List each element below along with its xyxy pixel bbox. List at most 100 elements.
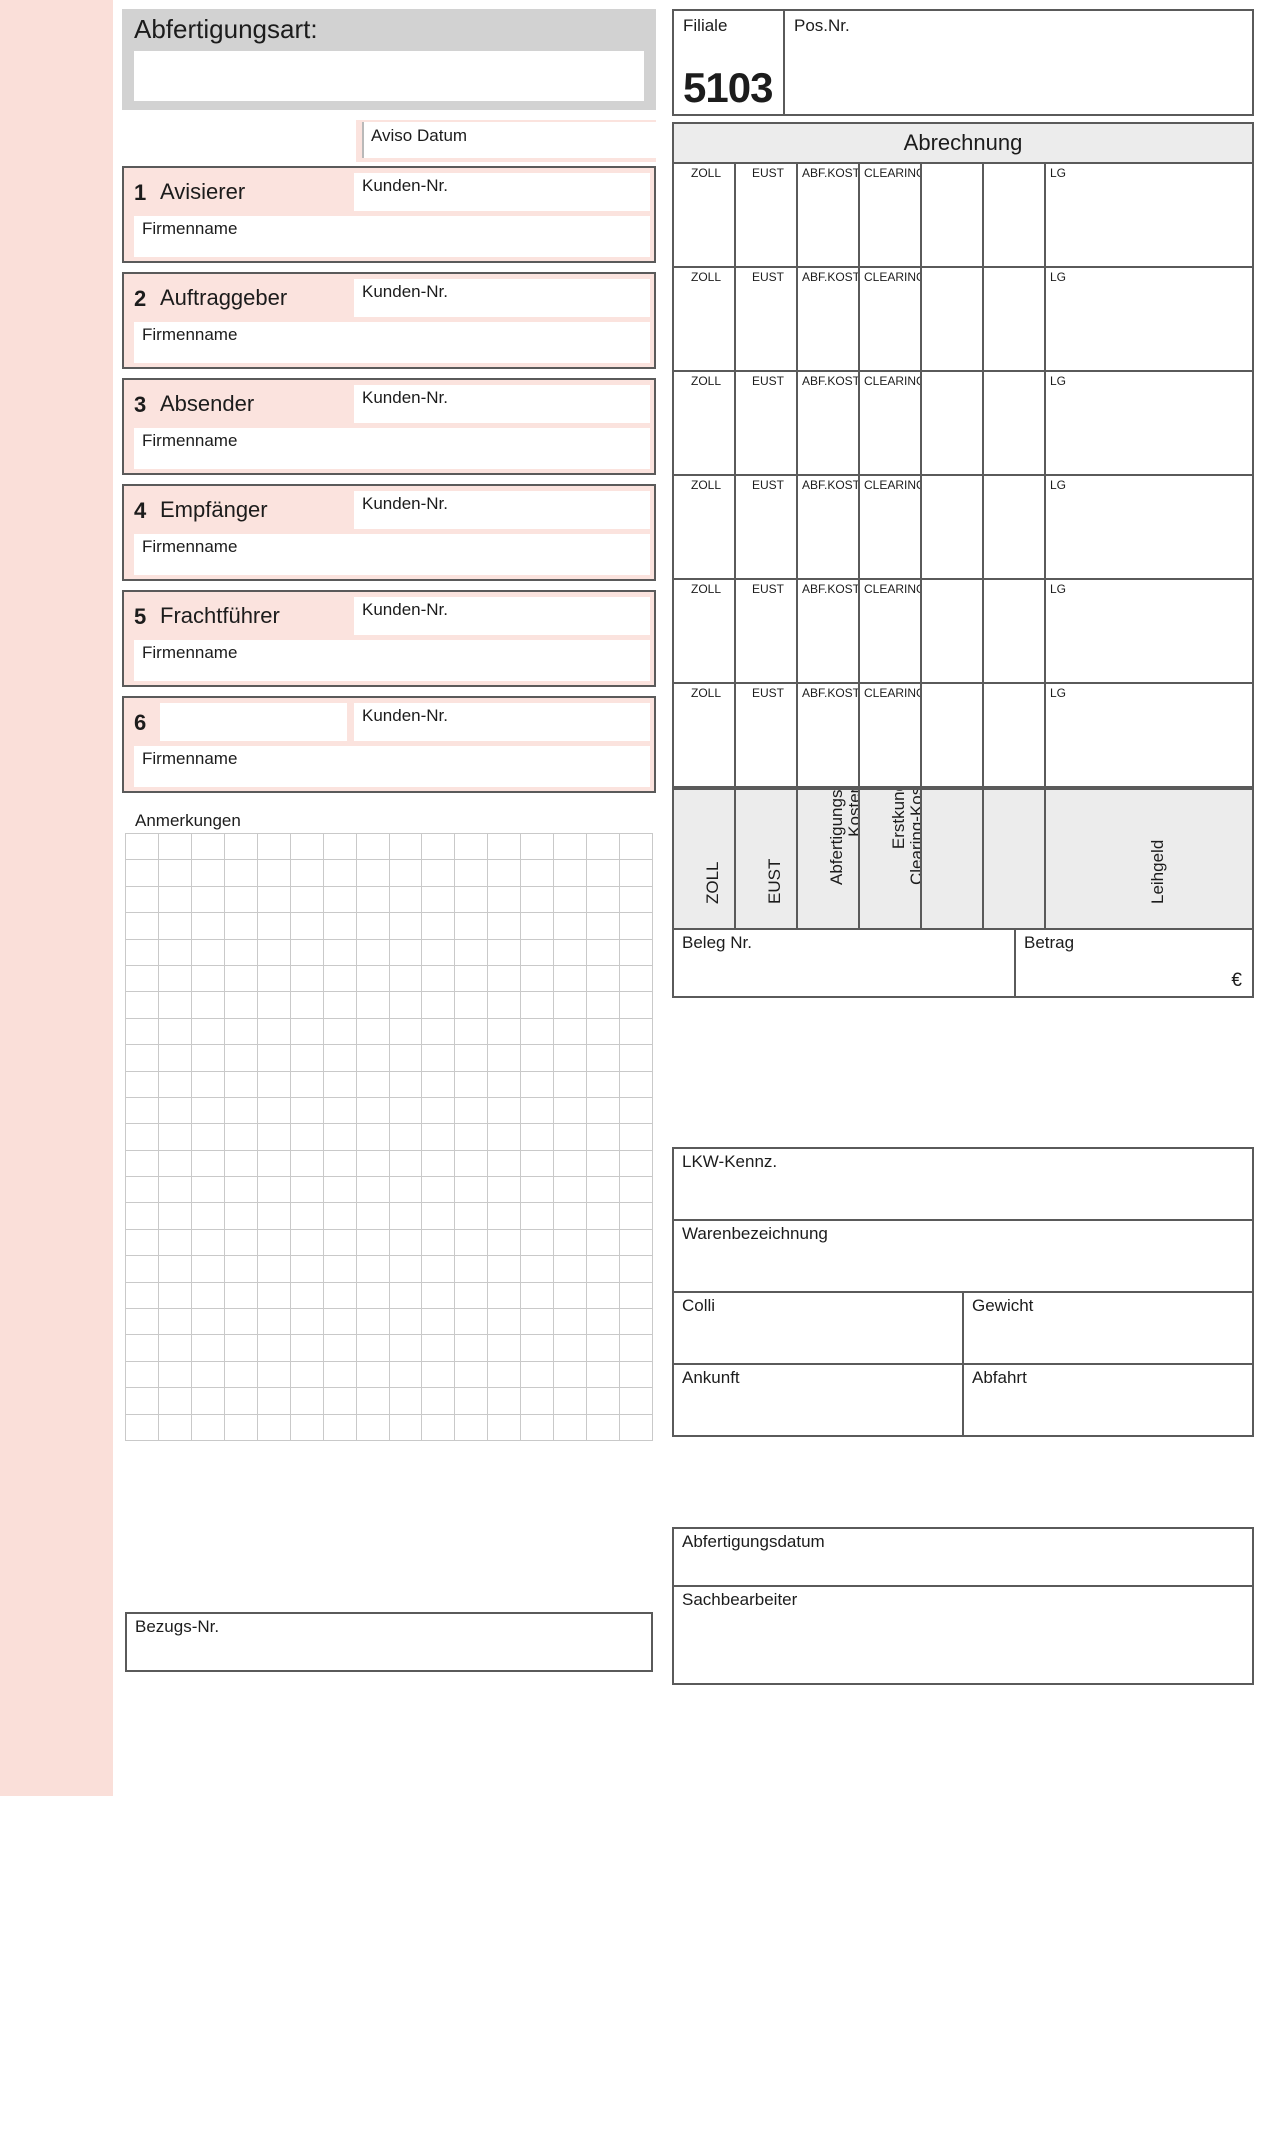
anmerkungen-cell[interactable] [389,1203,423,1230]
anmerkungen-cell[interactable] [389,834,423,861]
anmerkungen-cell[interactable] [422,992,456,1019]
anmerkungen-cell[interactable] [356,1071,390,1098]
anmerkungen-cell[interactable] [521,1309,555,1336]
abrechnung-cell-blank[interactable] [984,268,1046,370]
anmerkungen-cell[interactable] [191,1097,225,1125]
anmerkungen-cell[interactable] [455,1045,489,1072]
anmerkungen-cell[interactable] [455,992,489,1019]
anmerkungen-cell[interactable] [620,886,653,914]
anmerkungen-cell[interactable] [521,1414,555,1441]
anmerkungen-cell[interactable] [290,1150,324,1178]
anmerkungen-cell[interactable] [422,1282,456,1310]
anmerkungen-cell[interactable] [389,1097,423,1125]
anmerkungen-cell[interactable] [587,1229,621,1257]
anmerkungen-cell[interactable] [587,965,621,993]
anmerkungen-cell[interactable] [422,1256,456,1283]
anmerkungen-cell[interactable] [389,1361,423,1389]
anmerkungen-cell[interactable] [620,1071,653,1098]
anmerkungen-cell[interactable] [554,1361,588,1389]
anmerkungen-cell[interactable] [554,1203,588,1230]
anmerkungen-cell[interactable] [158,1256,192,1283]
anmerkungen-cell[interactable] [422,1414,456,1441]
anmerkungen-cell[interactable] [488,1335,522,1362]
anmerkungen-cell[interactable] [356,992,390,1019]
anmerkungen-cell[interactable] [455,1388,489,1415]
abrechnung-cell-blank[interactable] [922,476,984,578]
anmerkungen-cell[interactable] [389,1388,423,1415]
anmerkungen-cell[interactable] [521,1282,555,1310]
anmerkungen-cell[interactable] [323,1335,357,1362]
anmerkungen-cell[interactable] [126,992,159,1019]
anmerkungen-cell[interactable] [158,1361,192,1389]
anmerkungen-cell[interactable] [620,965,653,993]
anmerkungen-cell[interactable] [488,1203,522,1230]
anmerkungen-cell[interactable] [323,834,357,861]
anmerkungen-cell[interactable] [554,1309,588,1336]
anmerkungen-cell[interactable] [620,1282,653,1310]
anmerkungen-cell[interactable] [224,1018,258,1046]
abrechnung-cell-abf-kost[interactable]: ABF.KOST. [798,580,860,682]
anmerkungen-cell[interactable] [422,1361,456,1389]
anmerkungen-cell[interactable] [356,1124,390,1151]
anmerkungen-cell[interactable] [224,1203,258,1230]
anmerkungen-cell[interactable] [257,1256,291,1283]
anmerkungen-cell[interactable] [554,1177,588,1204]
anmerkungen-cell[interactable] [323,1177,357,1204]
anmerkungen-cell[interactable] [191,1388,225,1415]
anmerkungen-cell[interactable] [126,1282,159,1310]
anmerkungen-cell[interactable] [554,913,588,940]
anmerkungen-cell[interactable] [290,1071,324,1098]
anmerkungen-cell[interactable] [554,1335,588,1362]
anmerkungen-cell[interactable] [158,992,192,1019]
anmerkungen-cell[interactable] [257,860,291,887]
anmerkungen-cell[interactable] [587,1150,621,1178]
abrechnung-cell-lg[interactable]: LG [1050,270,1067,284]
anmerkungen-cell[interactable] [257,1045,291,1072]
anmerkungen-cell[interactable] [257,1097,291,1125]
anmerkungen-cell[interactable] [126,1177,159,1204]
anmerkungen-cell[interactable] [191,1414,225,1441]
anmerkungen-grid[interactable] [125,833,653,1441]
abrechnung-cell-clearing[interactable]: CLEARING [860,476,922,578]
anmerkungen-cell[interactable] [356,1256,390,1283]
abrechnung-cell-eust[interactable]: EUST [736,684,798,786]
anmerkungen-cell[interactable] [620,1361,653,1389]
anmerkungen-cell[interactable] [126,1414,159,1441]
anmerkungen-cell[interactable] [290,965,324,993]
anmerkungen-cell[interactable] [587,860,621,887]
anmerkungen-cell[interactable] [126,1335,159,1362]
abrechnung-cell-eust[interactable]: EUST [736,164,798,266]
anmerkungen-cell[interactable] [488,992,522,1019]
anmerkungen-cell[interactable] [191,1282,225,1310]
anmerkungen-cell[interactable] [323,860,357,887]
anmerkungen-cell[interactable] [323,1229,357,1257]
anmerkungen-cell[interactable] [356,1282,390,1310]
anmerkungen-cell[interactable] [620,1018,653,1046]
anmerkungen-cell[interactable] [224,886,258,914]
anmerkungen-cell[interactable] [587,1071,621,1098]
anmerkungen-cell[interactable] [323,965,357,993]
anmerkungen-cell[interactable] [290,834,324,861]
anmerkungen-cell[interactable] [290,913,324,940]
anmerkungen-cell[interactable] [126,1361,159,1389]
abrechnung-cell-clearing[interactable]: CLEARING [860,580,922,682]
anmerkungen-cell[interactable] [257,1414,291,1441]
anmerkungen-cell[interactable] [521,939,555,966]
anmerkungen-cell[interactable] [158,886,192,914]
anmerkungen-cell[interactable] [455,1203,489,1230]
anmerkungen-cell[interactable] [488,1150,522,1178]
anmerkungen-cell[interactable] [587,1414,621,1441]
anmerkungen-cell[interactable] [488,834,522,861]
abfahrt-field[interactable]: Abfahrt [964,1365,1252,1435]
anmerkungen-cell[interactable] [158,1045,192,1072]
abrechnung-cell-lg[interactable]: LG [1050,374,1067,388]
abrechnung-cell-abf-kost[interactable]: ABF.KOST. [798,476,860,578]
anmerkungen-cell[interactable] [488,1361,522,1389]
anmerkungen-cell[interactable] [290,1045,324,1072]
anmerkungen-cell[interactable] [488,1256,522,1283]
anmerkungen-cell[interactable] [323,1097,357,1125]
anmerkungen-cell[interactable] [620,1256,653,1283]
anmerkungen-cell[interactable] [257,1150,291,1178]
anmerkungen-cell[interactable] [126,939,159,966]
anmerkungen-cell[interactable] [554,1150,588,1178]
